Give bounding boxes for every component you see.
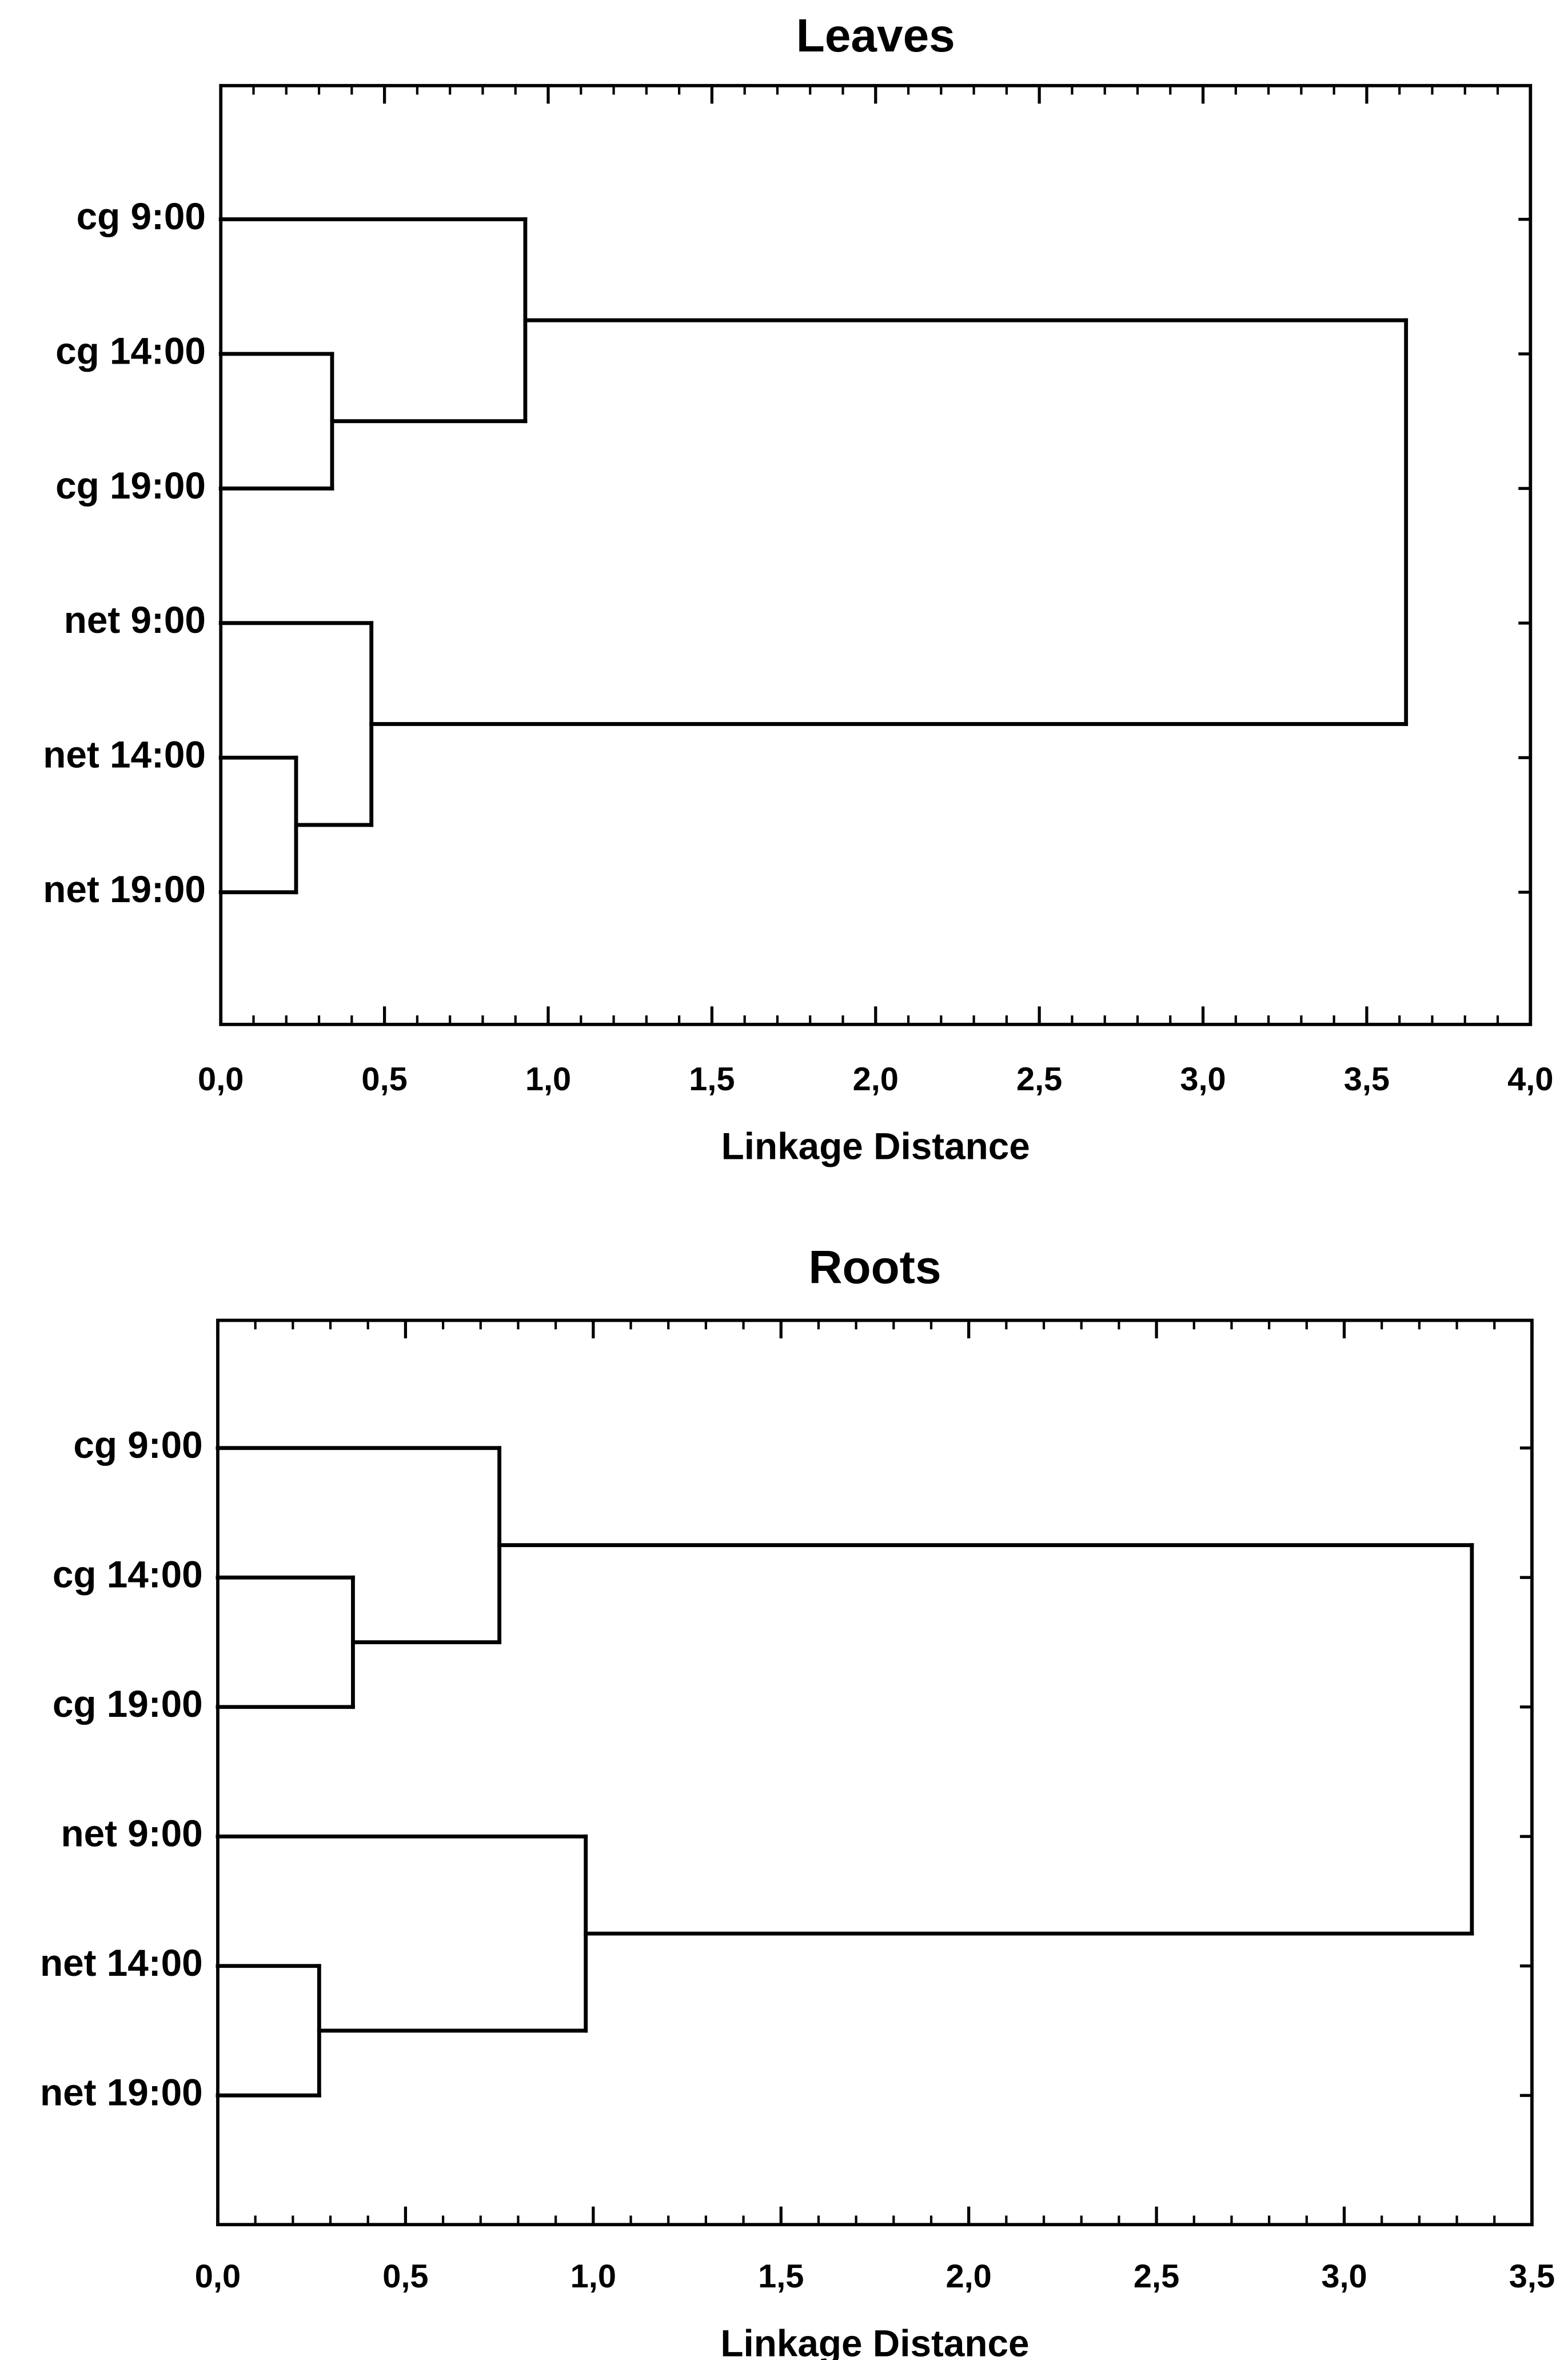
x-tick-label: 0,0 — [198, 1061, 244, 1098]
x-tick-label: 3,5 — [1344, 1061, 1390, 1098]
x-tick-label: 2,0 — [853, 1061, 899, 1098]
x-tick-label: 1,5 — [689, 1061, 735, 1098]
x-tick-label: 2,0 — [945, 2258, 991, 2295]
leaf-label-net-9-00: net 9:00 — [61, 1813, 202, 1855]
leaf-label-net-19-00: net 19:00 — [43, 868, 206, 910]
x-tick-label: 3,0 — [1180, 1061, 1226, 1098]
x-tick-label: 3,0 — [1321, 2258, 1367, 2295]
x-tick-label: 2,5 — [1134, 2258, 1179, 2295]
leaf-label-cg-19-00: cg 19:00 — [55, 465, 206, 507]
chart-title: Leaves — [796, 10, 955, 62]
x-tick-label: 1,0 — [525, 1061, 571, 1098]
x-tick-label: 3,5 — [1509, 2258, 1555, 2295]
leaf-label-net-14-00: net 14:00 — [40, 1942, 203, 1984]
plot-frame — [219, 83, 1533, 1026]
leaf-label-net-14-00: net 14:00 — [43, 734, 206, 776]
x-tick-label: 1,5 — [758, 2258, 804, 2295]
leaf-label-cg-9-00: cg 9:00 — [77, 196, 206, 237]
x-tick-label: 1,0 — [570, 2258, 616, 2295]
x-tick-label: 4,0 — [1507, 1061, 1553, 1098]
x-tick-label: 0,5 — [361, 1061, 407, 1098]
x-axis-label: Linkage Distance — [720, 2322, 1029, 2360]
plot-frame — [216, 1318, 1534, 2227]
leaf-label-cg-14-00: cg 14:00 — [53, 1554, 203, 1596]
leaf-label-net-19-00: net 19:00 — [40, 2072, 203, 2114]
leaf-label-cg-9-00: cg 9:00 — [73, 1424, 202, 1466]
x-tick-label: 0,5 — [382, 2258, 428, 2295]
x-axis-label: Linkage Distance — [721, 1125, 1030, 1167]
leaves-dendrogram-panel: Leaves 0,0 0,5 1,0 1,5 2,0 2,5 3,0 3,5 4,0 Linkage… — [43, 10, 1553, 1167]
roots-dendrogram-panel: Roots 0,0 0,5 1,0 1,5 2,0 2,5 3,0 3,5 Linkage Dis… — [40, 1241, 1555, 2360]
x-tick-label: 2,5 — [1016, 1061, 1062, 1098]
leaf-label-cg-14-00: cg 14:00 — [55, 330, 206, 372]
x-tick-label: 0,0 — [195, 2258, 241, 2295]
leaf-label-net-9-00: net 9:00 — [64, 599, 206, 641]
leaf-label-cg-19-00: cg 19:00 — [53, 1683, 203, 1725]
chart-title: Roots — [808, 1241, 941, 1293]
